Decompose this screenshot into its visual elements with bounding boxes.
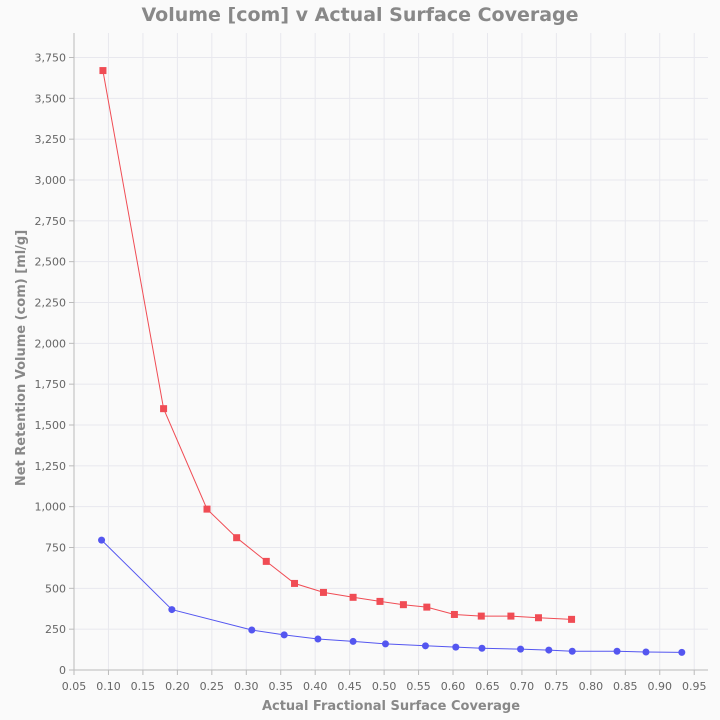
series-2 — [98, 536, 686, 656]
data-point — [98, 536, 106, 544]
data-point — [642, 648, 650, 656]
y-tick-label: 1,000 — [35, 501, 67, 514]
y-tick-label: 2,000 — [35, 337, 67, 350]
data-point — [678, 648, 686, 656]
data-point — [423, 603, 431, 611]
y-tick-label: 3,500 — [35, 92, 67, 105]
y-axis-title: Net Retention Volume (com) [ml/g] — [14, 230, 29, 486]
y-tick-label: 2,750 — [35, 215, 67, 228]
data-point — [450, 610, 458, 618]
y-tick-label: 1,750 — [35, 378, 67, 391]
data-point — [203, 505, 211, 513]
y-tick-label: 3,750 — [35, 52, 67, 65]
data-point — [517, 645, 525, 653]
data-point — [160, 405, 168, 413]
data-point — [421, 642, 429, 650]
data-point — [262, 557, 270, 565]
y-tick-label: 250 — [45, 623, 66, 636]
data-point — [349, 637, 357, 645]
x-tick-label: 0.90 — [648, 680, 673, 693]
grid — [73, 33, 708, 671]
data-point — [376, 597, 384, 605]
data-point — [478, 644, 486, 652]
data-point — [233, 534, 241, 542]
series-line — [101, 539, 682, 653]
data-point — [545, 646, 553, 654]
data-point — [477, 612, 485, 620]
y-tick-label: 3,000 — [35, 174, 67, 187]
y-tick-label: 0 — [59, 664, 66, 677]
y-tick-label: 3,250 — [35, 133, 67, 146]
x-tick-label: 0.95 — [682, 680, 707, 693]
x-tick-label: 0.15 — [131, 680, 156, 693]
chart-title: Volume [com] v Actual Surface Coverage — [141, 4, 578, 26]
data-point — [399, 601, 407, 609]
y-tick-label: 750 — [45, 542, 66, 555]
data-point — [319, 588, 327, 596]
x-tick-label: 0.35 — [268, 680, 293, 693]
x-tick-label: 0.65 — [475, 680, 500, 693]
data-point — [99, 67, 107, 75]
y-tick-label: 1,500 — [35, 419, 67, 432]
y-tick-label: 500 — [45, 582, 66, 595]
data-point — [568, 647, 576, 655]
data-point — [534, 614, 542, 622]
data-point — [168, 606, 176, 614]
x-tick-label: 0.45 — [337, 680, 362, 693]
data-point — [349, 593, 357, 601]
x-tick-label: 0.30 — [234, 680, 259, 693]
series-1 — [99, 67, 576, 623]
data-point — [280, 631, 288, 639]
x-tick-label: 0.80 — [579, 680, 604, 693]
x-tick-label: 0.70 — [510, 680, 535, 693]
data-point — [381, 640, 389, 648]
data-point — [314, 635, 322, 643]
data-point — [291, 579, 299, 587]
y-tick-label: 1,250 — [35, 460, 67, 473]
x-tick-label: 0.05 — [62, 680, 87, 693]
data-point — [248, 626, 256, 634]
x-tick-label: 0.75 — [544, 680, 569, 693]
x-tick-label: 0.40 — [303, 680, 328, 693]
x-tick-label: 0.55 — [406, 680, 431, 693]
x-tick-label: 0.85 — [613, 680, 638, 693]
x-tick-label: 0.20 — [165, 680, 190, 693]
x-tick-label: 0.25 — [200, 680, 225, 693]
axes: 0.05 0.10 0.15 0.20 0.25 0.30 0.35 0.40 0.45 0.50… — [35, 33, 708, 693]
x-tick-label: 0.50 — [372, 680, 397, 693]
x-tick-label: 0.10 — [96, 680, 121, 693]
series-layer — [98, 67, 686, 656]
data-point — [452, 643, 460, 651]
y-tick-label: 2,250 — [35, 297, 67, 310]
y-tick-label: 2,500 — [35, 256, 67, 269]
data-point — [613, 647, 621, 655]
data-point — [568, 615, 576, 623]
data-point — [507, 612, 515, 620]
series-line — [102, 70, 572, 620]
x-tick-label: 0.60 — [441, 680, 466, 693]
x-axis-title: Actual Fractional Surface Coverage — [262, 699, 520, 714]
